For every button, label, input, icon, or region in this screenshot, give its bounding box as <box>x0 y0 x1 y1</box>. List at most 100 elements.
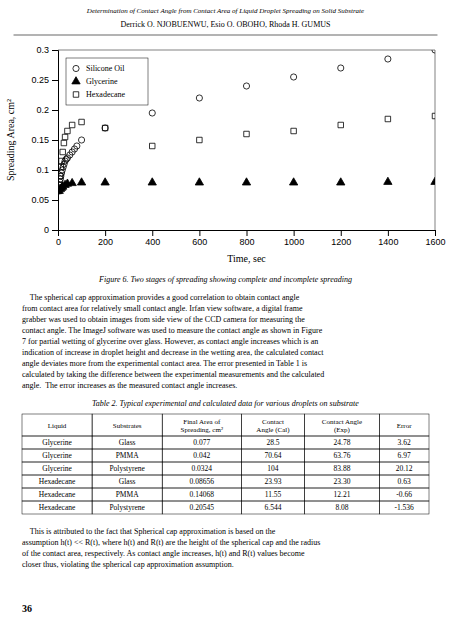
y-axis-tick-label: 0.1 <box>36 165 49 175</box>
x-axis-tick-label: 400 <box>145 237 160 247</box>
legend-frame <box>66 58 148 105</box>
table-cell-text: 0.0324 <box>191 464 212 473</box>
x-axis-tick-mark <box>294 230 295 236</box>
y-axis-tick: 0.15 <box>31 135 58 145</box>
point <box>385 116 390 121</box>
table-cell-text: PMMA <box>116 490 140 499</box>
point <box>58 188 61 193</box>
y-axis-tick: 0.2 <box>36 105 58 115</box>
body-text: This is attributed to the fact that Sphe… <box>22 527 320 569</box>
page: Determination of Contact Angle from Cont… <box>0 0 451 640</box>
x-axis-tick-mark <box>341 230 342 236</box>
x-axis-tick: 800 <box>239 230 254 247</box>
point <box>291 128 296 133</box>
x-axis-tick-mark <box>105 230 106 236</box>
legend-marker <box>72 77 80 84</box>
table-cell <box>379 462 429 475</box>
y-axis-tick-mark <box>52 140 58 141</box>
x-axis-tick-label: 1000 <box>284 237 304 247</box>
table-cell <box>241 475 304 488</box>
x-axis-tick: 1000 <box>284 230 304 247</box>
body-line: This is attributed to the fact that Sphe… <box>22 527 276 536</box>
y-axis-tick-label: 0.15 <box>31 135 49 145</box>
y-axis-tick: 0 <box>44 225 58 235</box>
series <box>58 113 435 193</box>
y-axis-title: Spreading Area, cm² <box>5 99 16 181</box>
table-cell-text: 0.042 <box>193 451 210 460</box>
body-line: contact angle. The ImageJ software was u… <box>22 326 323 335</box>
table-cell <box>305 436 380 449</box>
point <box>78 137 84 143</box>
table-cell <box>379 449 429 462</box>
y-axis-tick: 0.05 <box>31 195 58 205</box>
y-axis-tick-label: 0 <box>44 225 49 235</box>
table-cell <box>162 436 241 449</box>
table-cell-text: 0.077 <box>193 438 210 447</box>
x-axis-tick-label: 200 <box>98 237 113 247</box>
legend: Silicone OilGlycerineHexadecane <box>66 58 148 105</box>
table-cell <box>305 449 380 462</box>
table-cell <box>241 501 304 514</box>
point <box>291 74 297 80</box>
x-axis-line <box>59 231 436 237</box>
table-header: Contact Angle(Exp) <box>322 418 362 434</box>
table-cell-text: Hexadecane <box>39 477 76 486</box>
table-cell <box>162 449 241 462</box>
x-axis-tick-label: 1200 <box>331 237 351 247</box>
point <box>242 178 250 185</box>
table-cell <box>379 436 429 449</box>
x-axis-tick-label: 0 <box>56 237 61 247</box>
table-cell <box>379 501 429 514</box>
point <box>59 158 64 163</box>
y-axis-tick: 0.3 <box>36 45 58 55</box>
body-text: The spherical cap approximation provides… <box>22 293 324 390</box>
table-cell <box>162 488 241 501</box>
x-axis-tick-label: 1400 <box>378 237 398 247</box>
series <box>58 50 435 194</box>
table-cell <box>92 449 162 462</box>
y-axis: 0 0.05 0.1 0.15 0.2 0.25 0.3 <box>31 45 58 235</box>
table-cell-text: -0.66 <box>396 490 412 499</box>
y-axis-tick: 0.1 <box>36 165 58 175</box>
chart: 0200400600800100012001400160000.050.10.1… <box>5 45 446 264</box>
point <box>197 137 202 142</box>
table-header-cell <box>379 414 429 436</box>
x-axis: 02004006008001000120014001600 <box>56 230 446 247</box>
table-cell <box>92 475 162 488</box>
table-cell-text: 6.97 <box>398 451 411 460</box>
point <box>62 134 67 139</box>
body-line: 7 for partial wetting of glycerine over … <box>22 337 318 346</box>
table-cell <box>162 462 241 475</box>
table-cell <box>241 436 304 449</box>
table-cell <box>241 462 304 475</box>
table-cell-text: Glycerine <box>42 451 72 460</box>
y-axis-tick-label: 0.25 <box>31 75 49 85</box>
legend-label: Silicone Oil <box>86 64 125 73</box>
table-cell <box>22 488 92 501</box>
table-cell <box>379 488 429 501</box>
table-cell-text: PMMA <box>116 451 140 460</box>
table-header: ContactAngle (Cal) <box>256 418 290 434</box>
table-cell-text: 0.20545 <box>190 503 215 512</box>
table-cell-text: 70.64 <box>265 451 282 460</box>
table-header-cell <box>305 414 380 436</box>
body-line: indication of increase in droplet height… <box>22 348 324 357</box>
figure-caption: Figure 6. Two stages of spreading showin… <box>98 275 352 284</box>
y-axis-tick-label: 0.3 <box>36 45 49 55</box>
x-axis-tick-mark <box>435 230 436 236</box>
x-axis-tick: 1200 <box>331 230 351 247</box>
table-cell <box>162 475 241 488</box>
table-cell-text: -1.536 <box>394 503 414 512</box>
table-cell-text: Hexadecane <box>39 490 76 499</box>
point <box>102 125 107 130</box>
x-axis-tick-label: 800 <box>239 237 254 247</box>
point <box>150 143 155 148</box>
table-header-cell <box>92 414 162 436</box>
table-cell-text: Glycerine <box>42 438 72 447</box>
x-axis-tick-label: 600 <box>192 237 207 247</box>
point <box>79 119 84 124</box>
body-line: closer thus, violating the spherical cap… <box>22 560 234 569</box>
body-line: from contact area for relatively small c… <box>22 304 303 313</box>
table-header-cell <box>22 414 92 436</box>
table-cell-text: 63.76 <box>334 451 351 460</box>
